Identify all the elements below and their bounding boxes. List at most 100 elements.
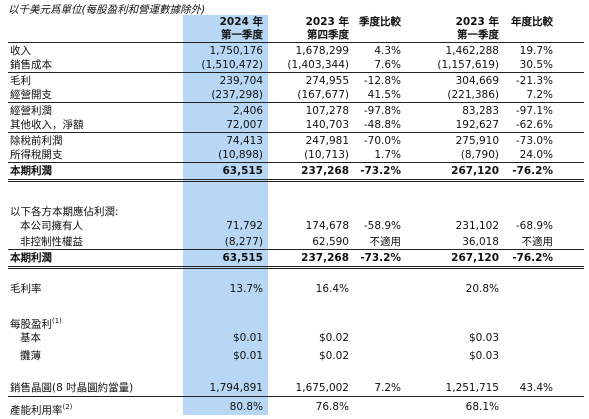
cell-2023q1: 68.1% <box>465 401 499 413</box>
table-row: 經營開支 (237,298) (167,677) 41.5% (221,386)… <box>0 88 589 102</box>
cell-2023q1: 304,669 <box>455 75 499 87</box>
cell-qoq: -12.8% <box>363 75 401 87</box>
cell-2024q1: $0.01 <box>232 350 263 362</box>
row-rule <box>8 162 584 163</box>
cell-2023q4: 237,268 <box>301 165 349 177</box>
cell-qoq: -70.0% <box>363 135 401 147</box>
row-rule <box>8 132 584 133</box>
cell-2024q1: 1,794,891 <box>209 382 263 394</box>
cell-2024q1: 63,515 <box>222 165 263 177</box>
cell-yoy: -62.6% <box>515 119 553 131</box>
table-row: 產能利用率(2) 80.8% 76.8% 68.1% <box>0 400 589 417</box>
table-row: 攤薄 $0.01 $0.02 $0.03 <box>0 349 589 363</box>
cell-qoq: -73.2% <box>360 252 401 264</box>
header-2023q1: 2023 年第一季度 <box>455 16 499 41</box>
table-row: 非控制性權益 (8,277) 62,590 不適用 36,018 不適用 <box>0 235 589 249</box>
row-rule <box>8 102 584 103</box>
cell-qoq: -48.8% <box>363 119 401 131</box>
cell-2024q1: (10,898) <box>218 149 263 161</box>
table-row: 銷售晶圓(8 吋晶圓約當量) 1,794,891 1,675,002 7.2% … <box>0 381 589 395</box>
table-row: 除稅前利潤 74,413 247,981 -70.0% 275,910 -73.… <box>0 134 589 148</box>
header-2023q4: 2023 年第四季度 <box>305 16 349 41</box>
cell-2024q1: 72,007 <box>226 119 263 131</box>
cell-2023q1: 36,018 <box>462 236 499 248</box>
row-label: 經營利潤 <box>10 105 52 117</box>
row-label: 本期利潤 <box>10 165 52 177</box>
cell-2023q4: 174,678 <box>305 220 349 232</box>
cell-yoy: -21.3% <box>515 75 553 87</box>
table-row: 經營利潤 2,406 107,278 -97.8% 83,283 -97.1% <box>0 104 589 118</box>
cell-2023q4: 274,955 <box>305 75 349 87</box>
table-row: 毛利率 13.7% 16.4% 20.8% <box>0 282 589 296</box>
row-label: 除稅前利潤 <box>10 135 63 147</box>
cell-2023q4: (10,713) <box>304 149 349 161</box>
cell-yoy: -76.2% <box>512 165 553 177</box>
header-yoy: 年度比較 <box>511 16 553 28</box>
cell-2023q1: $0.03 <box>468 350 499 362</box>
cell-2024q1: 239,704 <box>219 75 263 87</box>
cell-qoq: 1.7% <box>374 149 401 161</box>
cell-2023q1: 192,627 <box>455 119 499 131</box>
cell-yoy: -76.2% <box>512 252 553 264</box>
cell-2023q4: 62,590 <box>312 236 349 248</box>
row-label: 收入 <box>10 45 31 57</box>
row-label: 攤薄 <box>20 350 41 362</box>
cell-yoy: 7.2% <box>526 89 553 101</box>
cell-qoq: 7.2% <box>374 382 401 394</box>
table-row: 本公司擁有人 71,792 174,678 -58.9% 231,102 -68… <box>0 219 589 233</box>
cell-yoy: 43.4% <box>519 382 553 394</box>
cell-2024q1: 74,413 <box>226 135 263 147</box>
cell-2024q1: 13.7% <box>229 283 263 295</box>
header-2024q1: 2024 年第一季度 <box>219 16 263 41</box>
cell-yoy: -73.0% <box>515 135 553 147</box>
row-label: 所得稅開支 <box>10 149 63 161</box>
table-caption: 以千美元爲單位(每股盈利和營運數據除外) <box>8 4 206 16</box>
cell-2023q4: 76.8% <box>315 401 349 413</box>
cell-2023q4: $0.02 <box>318 332 349 344</box>
header-qoq: 季度比較 <box>359 16 401 28</box>
table-row: 本期利潤 63,515 237,268 -73.2% 267,120 -76.2… <box>0 251 589 265</box>
row-label: 非控制性權益 <box>20 236 83 248</box>
cell-qoq: -73.2% <box>360 165 401 177</box>
row-label: 銷售成本 <box>10 59 52 71</box>
cell-2024q1: 2,406 <box>232 105 263 117</box>
row-rule <box>8 396 584 397</box>
cell-2023q1: 275,910 <box>455 135 499 147</box>
cell-2023q4: 16.4% <box>315 283 349 295</box>
cell-yoy: -97.1% <box>515 105 553 117</box>
footnote-marker: (2) <box>62 403 73 411</box>
row-label: 基本 <box>20 332 41 344</box>
cell-2023q1: 267,120 <box>451 252 499 264</box>
cell-2024q1: $0.01 <box>232 332 263 344</box>
table-row: 基本 $0.01 $0.02 $0.03 <box>0 331 589 345</box>
cell-2023q4: $0.02 <box>318 350 349 362</box>
cell-yoy: 不適用 <box>521 236 554 248</box>
table-row: 本期利潤 63,515 237,268 -73.2% 267,120 -76.2… <box>0 164 589 178</box>
cell-qoq: -58.9% <box>363 220 401 232</box>
cell-2023q4: (167,677) <box>297 89 349 101</box>
cell-qoq: 4.3% <box>374 45 401 57</box>
cell-qoq: 41.5% <box>367 89 401 101</box>
current-quarter-highlight <box>183 15 268 415</box>
cell-2023q4: 140,703 <box>305 119 349 131</box>
cell-2023q4: (1,403,344) <box>287 59 349 71</box>
row-label: 本公司擁有人 <box>20 220 83 232</box>
row-label: 銷售晶圓(8 吋晶圓約當量) <box>10 382 134 394</box>
row-label: 本期利潤 <box>10 252 52 264</box>
cell-2024q1: (8,277) <box>224 236 263 248</box>
cell-2023q1: 267,120 <box>451 165 499 177</box>
row-label: 每股盈利(1) <box>10 317 62 331</box>
cell-2023q1: (8,790) <box>460 149 499 161</box>
table-row: 毛利 239,704 274,955 -12.8% 304,669 -21.3% <box>0 74 589 88</box>
row-rule-double-a <box>8 266 584 267</box>
footnote-marker: (1) <box>52 317 62 325</box>
table-row: 銷售成本 (1,510,472) (1,403,344) 7.6% (1,157… <box>0 58 589 72</box>
cell-2024q1: (237,298) <box>211 89 263 101</box>
table-row: 每股盈利(1) <box>0 314 589 331</box>
cell-2023q4: 237,268 <box>301 252 349 264</box>
cell-qoq: 7.6% <box>374 59 401 71</box>
row-rule-double-b <box>8 181 584 182</box>
cell-2023q1: (221,386) <box>447 89 499 101</box>
cell-2024q1: 80.8% <box>229 401 263 413</box>
cell-2023q1: $0.03 <box>468 332 499 344</box>
